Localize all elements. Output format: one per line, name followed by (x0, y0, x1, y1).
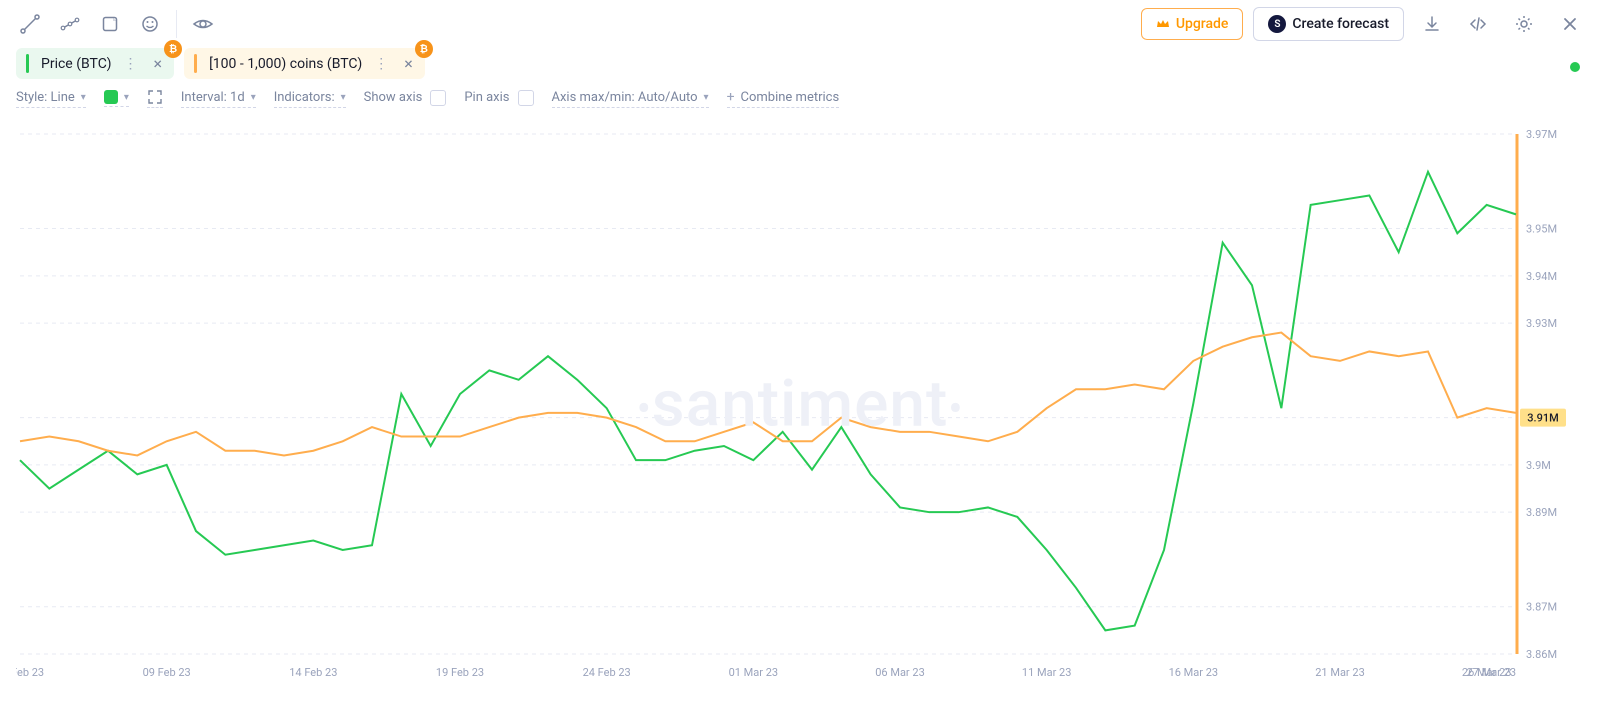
style-selector[interactable]: Style: Line▾ (16, 90, 86, 108)
svg-text:01 Mar 23: 01 Mar 23 (729, 666, 779, 679)
plus-icon: + (727, 89, 735, 105)
color-swatch-icon (104, 90, 118, 104)
color-selector[interactable]: ▾ (104, 90, 129, 107)
forecast-label: Create forecast (1292, 16, 1389, 32)
settings-icon[interactable] (1506, 6, 1542, 42)
btc-badge-icon: ₿ (415, 40, 433, 58)
svg-text:27 Mar 23: 27 Mar 23 (1467, 666, 1517, 679)
svg-text:3.87M: 3.87M (1526, 601, 1557, 614)
metric-label: Price (BTC) (41, 56, 112, 72)
tool-group-left (12, 6, 221, 42)
chart-area[interactable]: •santiment• 3.86M3.87M3.89M3.9M3.91M3.93… (16, 124, 1584, 684)
chevron-down-icon: ▾ (704, 92, 709, 103)
emoji-tool-icon[interactable] (132, 6, 168, 42)
top-toolbar: Upgrade S Create forecast (0, 0, 1600, 48)
close-icon[interactable] (1552, 6, 1588, 42)
metric-menu-icon[interactable]: ⋮ (370, 56, 392, 72)
visibility-icon[interactable] (185, 6, 221, 42)
metric-color-bar (194, 54, 197, 73)
metric-close-icon[interactable]: × (400, 54, 417, 73)
pin-axis-toggle[interactable]: Pin axis (464, 90, 533, 108)
svg-text:04 Feb 23: 04 Feb 23 (16, 666, 44, 679)
svg-text:3.91M: 3.91M (1527, 412, 1558, 425)
indicators-selector[interactable]: Indicators:▾ (274, 90, 346, 108)
svg-text:3.94M: 3.94M (1526, 270, 1557, 283)
metric-tab-coins[interactable]: [100 - 1,000) coins (BTC) ⋮ × ₿ (184, 48, 425, 79)
svg-text:11 Mar 23: 11 Mar 23 (1022, 666, 1072, 679)
svg-text:3.97M: 3.97M (1526, 128, 1557, 141)
svg-text:14 Feb 23: 14 Feb 23 (289, 666, 337, 679)
upgrade-label: Upgrade (1176, 16, 1229, 32)
metric-label: [100 - 1,000) coins (BTC) (209, 56, 362, 72)
create-forecast-button[interactable]: S Create forecast (1253, 7, 1404, 41)
interval-selector[interactable]: Interval: 1d▾ (181, 90, 256, 108)
chevron-down-icon: ▾ (81, 92, 86, 103)
checkbox-icon[interactable] (518, 90, 534, 106)
svg-text:19 Feb 23: 19 Feb 23 (436, 666, 484, 679)
forecast-badge-icon: S (1268, 15, 1286, 33)
note-tool-icon[interactable] (92, 6, 128, 42)
connection-status-dot (1570, 62, 1580, 72)
svg-text:3.93M: 3.93M (1526, 317, 1557, 330)
crown-icon (1156, 17, 1170, 31)
svg-text:21 Mar 23: 21 Mar 23 (1315, 666, 1365, 679)
metric-tab-price[interactable]: Price (BTC) ⋮ × ₿ (16, 48, 174, 79)
upgrade-button[interactable]: Upgrade (1141, 8, 1244, 40)
chevron-down-icon: ▾ (124, 92, 129, 103)
separator (176, 10, 177, 38)
svg-text:3.95M: 3.95M (1526, 223, 1557, 236)
chevron-down-icon: ▾ (251, 92, 256, 103)
svg-text:06 Mar 23: 06 Mar 23 (875, 666, 925, 679)
combine-metrics-button[interactable]: +Combine metrics (727, 89, 840, 108)
svg-text:16 Mar 23: 16 Mar 23 (1169, 666, 1219, 679)
svg-text:3.89M: 3.89M (1526, 506, 1557, 519)
tool-group-right: Upgrade S Create forecast (1141, 6, 1588, 42)
path-tool-icon[interactable] (52, 6, 88, 42)
fullscreen-toggle[interactable] (147, 89, 163, 108)
svg-text:3.86M: 3.86M (1526, 648, 1557, 661)
btc-badge-icon: ₿ (164, 40, 182, 58)
expand-icon (147, 89, 163, 105)
show-axis-toggle[interactable]: Show axis (364, 90, 447, 108)
axis-minmax-selector[interactable]: Axis max/min: Auto/Auto▾ (552, 90, 709, 108)
embed-icon[interactable] (1460, 6, 1496, 42)
svg-text:24 Feb 23: 24 Feb 23 (583, 666, 631, 679)
metric-close-icon[interactable]: × (150, 54, 167, 73)
line-tool-icon[interactable] (12, 6, 48, 42)
settings-row: Style: Line▾ ▾ Interval: 1d▾ Indicators:… (0, 85, 1600, 116)
chart-svg: 3.86M 3.87M 3.89M 3.9M 3.91M 3.93M 3.94M 3.95M 3… (16, 124, 1584, 684)
chevron-down-icon: ▾ (341, 92, 346, 103)
metric-color-bar (26, 54, 29, 73)
svg-text:09 Feb 23: 09 Feb 23 (143, 666, 191, 679)
metrics-row: Price (BTC) ⋮ × ₿ [100 - 1,000) coins (B… (0, 48, 1600, 85)
checkbox-icon[interactable] (430, 90, 446, 106)
svg-text:3.9M: 3.9M (1526, 459, 1551, 472)
metric-menu-icon[interactable]: ⋮ (120, 56, 142, 72)
download-icon[interactable] (1414, 6, 1450, 42)
